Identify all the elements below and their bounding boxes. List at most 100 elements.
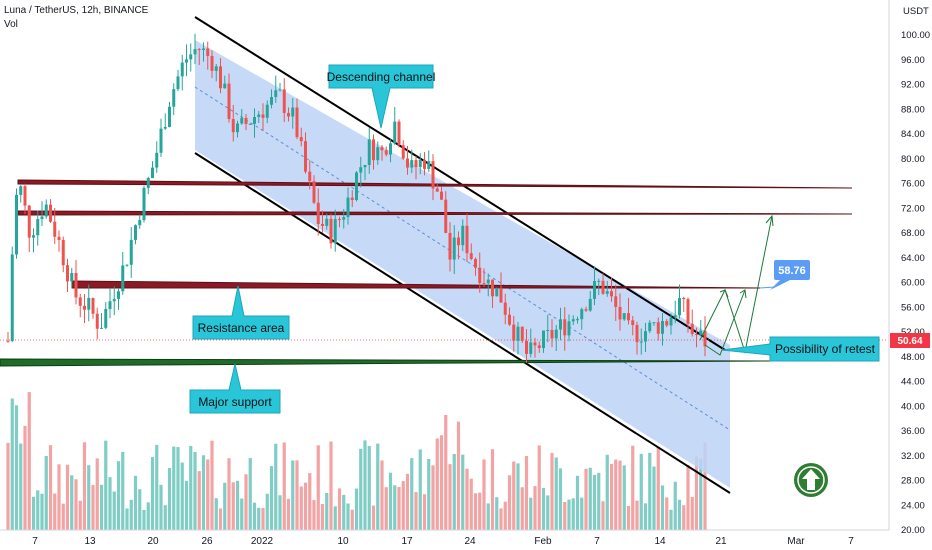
- volume-bar: [231, 482, 235, 530]
- candle-body: [236, 123, 239, 133]
- major-support-band: [0, 358, 771, 367]
- callout-descending-channel[interactable]: Descending channel: [327, 64, 436, 129]
- volume-bar: [295, 460, 299, 530]
- volume-bar: [563, 501, 567, 530]
- volume-bar: [40, 493, 44, 530]
- volume-bar: [635, 500, 639, 530]
- x-tick-label: 26: [201, 536, 213, 547]
- candle-body: [559, 319, 562, 330]
- y-tick-label: 48.00: [901, 352, 925, 363]
- y-tick-label: 100.00: [901, 30, 930, 41]
- volume-bar: [320, 503, 325, 530]
- volume-bar: [329, 441, 333, 530]
- x-tick-label: Feb: [534, 536, 552, 547]
- volume-bar: [333, 506, 337, 530]
- candle-body: [461, 225, 465, 246]
- candle-body: [512, 324, 516, 341]
- candle-body: [401, 145, 405, 159]
- candle-body: [6, 340, 10, 342]
- target-badge[interactable]: 58.76: [770, 260, 810, 290]
- candle-body: [435, 188, 439, 192]
- volume-bar: [529, 497, 533, 530]
- callout-possibility-of-retest[interactable]: Possibility of retest: [721, 336, 880, 362]
- candle-body: [648, 322, 652, 332]
- candle-body: [244, 117, 248, 124]
- candle-body: [699, 330, 703, 335]
- y-tick-label: 64.00: [901, 253, 925, 264]
- candle-body: [248, 123, 252, 125]
- candle-body: [529, 342, 533, 354]
- callout-text: Resistance area: [198, 321, 285, 335]
- volume-bar: [354, 488, 359, 530]
- candle-body: [423, 159, 426, 169]
- volume-bar: [537, 445, 541, 530]
- volume-bar: [159, 484, 163, 530]
- candle-body: [372, 139, 375, 161]
- volume-bar: [367, 446, 371, 530]
- volume-bar: [682, 505, 686, 530]
- y-tick-label: 76.00: [901, 179, 925, 190]
- candle-body: [91, 297, 95, 314]
- candle-body: [542, 330, 545, 349]
- volume-bar: [524, 456, 529, 530]
- callout-major-support[interactable]: Major support: [189, 363, 281, 414]
- volume-bar: [439, 435, 444, 530]
- volume-bar: [210, 440, 214, 530]
- volume-bar: [694, 456, 699, 530]
- candle-body: [635, 325, 639, 343]
- target-badge-text: 58.76: [778, 265, 806, 277]
- candle-body: [117, 291, 120, 299]
- volume-bar: [23, 425, 27, 530]
- last-price-text: 50.64: [897, 336, 922, 347]
- candle-body: [108, 301, 112, 309]
- y-tick-label: 96.00: [901, 55, 925, 66]
- candle-body: [686, 299, 690, 324]
- candle-body: [457, 237, 460, 246]
- candle-body: [308, 171, 312, 182]
- descending-channel: [194, 16, 731, 494]
- volume-bar: [427, 459, 431, 530]
- volume-bar: [125, 508, 129, 530]
- candle-body: [669, 317, 673, 326]
- candle-body: [363, 164, 367, 168]
- volume-bar: [14, 405, 19, 530]
- volume-bar: [431, 465, 435, 530]
- volume-bar: [116, 461, 121, 530]
- volume-bar: [469, 478, 473, 530]
- volume-bar: [690, 496, 694, 530]
- volume-bar: [146, 502, 150, 530]
- volume-bar: [48, 445, 53, 530]
- channel-midline: [194, 86, 731, 431]
- candle-body: [491, 279, 494, 297]
- volume-bar: [70, 475, 74, 530]
- volume-bar: [618, 460, 622, 530]
- volume-bar: [206, 459, 210, 530]
- y-tick-label: 28.00: [901, 476, 925, 487]
- candle-body: [210, 55, 214, 71]
- candle-body: [274, 90, 278, 97]
- volume-bar: [376, 443, 380, 530]
- candle-body: [57, 236, 61, 241]
- volume-bar: [677, 499, 682, 530]
- candle-body: [176, 76, 180, 90]
- candle-body: [537, 345, 541, 349]
- candle-body: [325, 218, 329, 226]
- volume-bar: [571, 498, 575, 530]
- volume-bar: [121, 451, 125, 530]
- projection-arrowhead-1: [719, 289, 729, 298]
- callout-text: Possibility of retest: [775, 342, 876, 356]
- candle-body: [270, 96, 273, 105]
- candle-body: [15, 194, 18, 255]
- volume-bar: [184, 480, 189, 530]
- volume-bar: [703, 442, 707, 530]
- volume-bar: [312, 500, 316, 530]
- candle-body: [83, 305, 86, 310]
- callout-resistance-area[interactable]: Resistance area: [192, 285, 290, 340]
- projection-arrowhead-main: [765, 214, 774, 227]
- candle-body: [27, 205, 31, 238]
- volume-bar: [541, 487, 546, 530]
- volume-bar: [325, 492, 329, 530]
- candle-body: [474, 258, 477, 268]
